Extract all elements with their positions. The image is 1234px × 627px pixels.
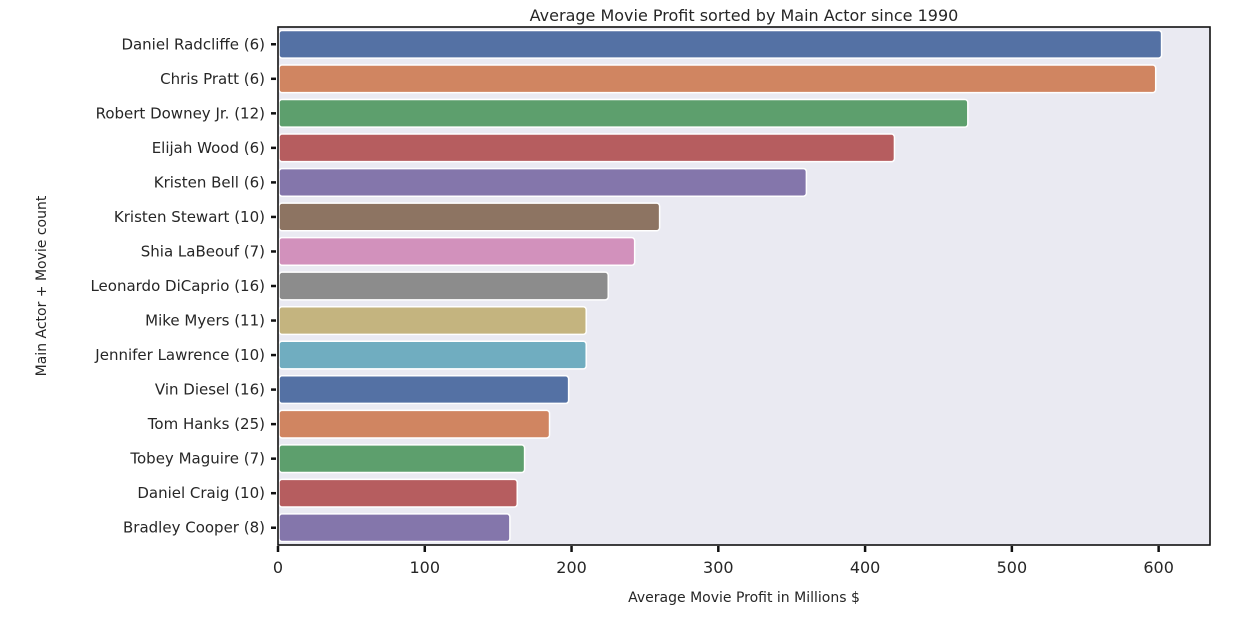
bar-3 (278, 133, 896, 163)
bar-12 (278, 444, 526, 474)
x-tick-label: 200 (556, 558, 587, 577)
x-tick-label: 500 (997, 558, 1028, 577)
category-label: Vin Diesel (16) (155, 381, 265, 399)
bar-8 (278, 305, 587, 336)
category-label: Shia LaBeouf (7) (141, 242, 265, 260)
bar-0 (278, 29, 1163, 59)
bar-10 (278, 375, 570, 405)
x-axis-label: Average Movie Profit in Millions $ (628, 590, 860, 606)
category-label: Daniel Radcliffe (6) (121, 35, 265, 53)
bar-9 (278, 340, 587, 370)
category-label: Kristen Bell (6) (154, 173, 265, 191)
x-tick-label: 100 (409, 558, 440, 577)
category-label: Robert Downey Jr. (12) (96, 104, 265, 122)
x-axis-ticks: 0 100 200 300 400 500 600 (273, 546, 1174, 577)
bar-6 (278, 236, 636, 267)
category-labels: Daniel Radcliffe (6) Chris Pratt (6) Rober… (90, 35, 276, 537)
x-tick-label: 600 (1143, 558, 1174, 577)
category-label: Chris Pratt (6) (160, 70, 265, 88)
x-tick-label: 300 (703, 558, 734, 577)
bar-7 (278, 271, 609, 301)
bar-2 (278, 98, 969, 128)
x-tick-label: 400 (850, 558, 881, 577)
bar-1 (278, 64, 1157, 94)
plot-frame (277, 26, 1211, 546)
x-tick-label: 0 (273, 558, 283, 577)
bar-14 (278, 513, 511, 543)
category-label: Tobey Maguire (7) (129, 450, 265, 468)
bars-group (278, 29, 1163, 543)
category-label: Leonardo DiCaprio (16) (90, 277, 265, 295)
category-label: Bradley Cooper (8) (123, 519, 265, 537)
category-label: Kristen Stewart (10) (114, 208, 265, 226)
category-label: Elijah Wood (6) (152, 139, 265, 157)
bar-4 (278, 167, 808, 197)
chart-title: Average Movie Profit sorted by Main Acto… (530, 6, 959, 25)
y-axis-label: Main Actor + Movie count (34, 195, 50, 376)
category-label: Jennifer Lawrence (10) (94, 346, 265, 364)
bar-5 (278, 202, 661, 232)
category-label: Tom Hanks (25) (147, 415, 265, 433)
category-label: Daniel Craig (10) (137, 484, 265, 502)
bar-13 (278, 478, 518, 508)
category-label: Mike Myers (11) (145, 312, 265, 330)
bar-11 (278, 409, 551, 439)
